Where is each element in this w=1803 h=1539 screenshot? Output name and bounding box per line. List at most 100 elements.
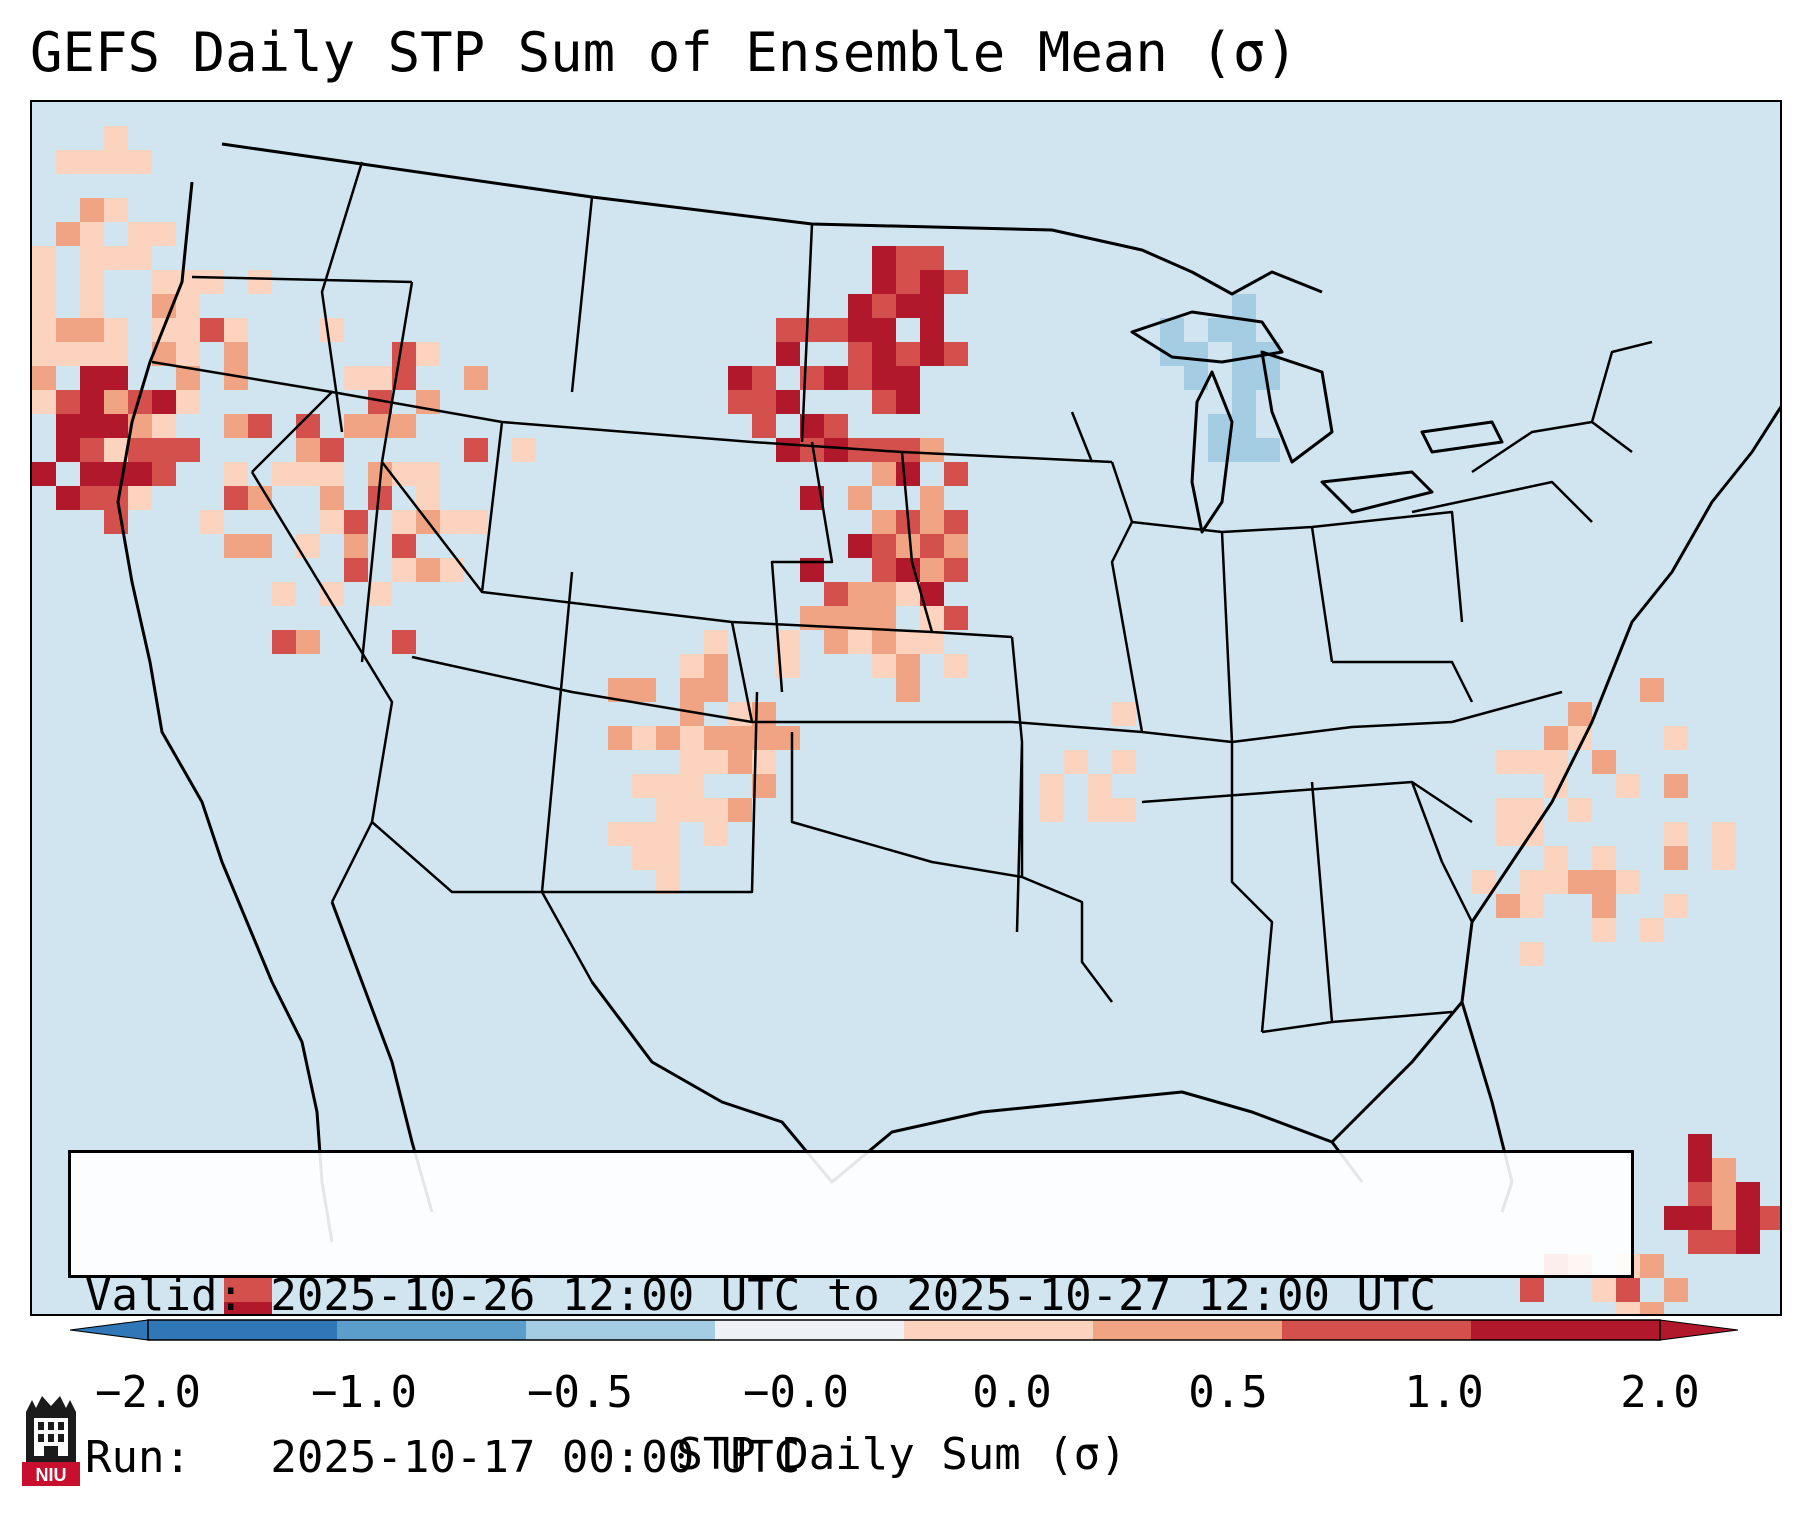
stp-cell <box>104 342 128 366</box>
stp-cell <box>848 630 872 654</box>
stp-cell <box>1496 750 1520 774</box>
stp-cell <box>896 582 920 606</box>
stp-cell <box>824 366 848 390</box>
colorbar-tick-label: 0.0 <box>972 1367 1052 1418</box>
stp-cell <box>344 558 368 582</box>
stp-cell <box>944 534 968 558</box>
stp-cell <box>872 606 896 630</box>
stp-cell <box>776 438 800 462</box>
stp-cell <box>848 366 872 390</box>
stp-cell <box>1760 1206 1780 1230</box>
stp-cell <box>824 438 848 462</box>
stp-cell <box>920 534 944 558</box>
stp-cell <box>1544 870 1568 894</box>
stp-cell <box>1520 1278 1544 1302</box>
colorbar-segment <box>1093 1320 1283 1340</box>
stp-cell <box>1208 318 1232 342</box>
stp-cell <box>440 558 464 582</box>
stp-cell <box>344 534 368 558</box>
stp-cell <box>104 438 128 462</box>
stp-cell <box>32 270 56 294</box>
stp-cell <box>1688 1134 1712 1158</box>
stp-cell <box>872 318 896 342</box>
stp-cell <box>56 318 80 342</box>
stp-cell <box>152 390 176 414</box>
stp-cell <box>1520 870 1544 894</box>
stp-cell <box>56 438 80 462</box>
stp-cell <box>632 678 656 702</box>
stp-cell <box>1568 702 1592 726</box>
stp-cell <box>512 438 536 462</box>
west-coast <box>116 181 274 983</box>
stp-cell <box>1664 894 1688 918</box>
mexico-borders <box>330 821 594 983</box>
valid-time-line: Valid: 2025-10-26 12:00 UTC to 2025-10-2… <box>85 1270 1437 1321</box>
stp-cell <box>320 438 344 462</box>
stp-cell <box>344 510 368 534</box>
stp-cell <box>272 630 296 654</box>
stp-cell <box>32 390 56 414</box>
stp-cell <box>392 558 416 582</box>
niu-university-logo-icon: NIU <box>22 1396 80 1486</box>
map-canvas <box>32 102 1780 1314</box>
stp-cell <box>248 414 272 438</box>
stp-cell <box>1592 918 1616 942</box>
stp-cell <box>80 462 104 486</box>
stp-cell <box>224 462 248 486</box>
stp-cell <box>800 318 824 342</box>
colorbar-tick-label: −0.0 <box>743 1367 849 1418</box>
stp-cell <box>32 318 56 342</box>
stp-cell <box>200 270 224 294</box>
stp-cell <box>896 294 920 318</box>
stp-cell <box>128 438 152 462</box>
stp-cell <box>1640 1302 1664 1314</box>
stp-cell <box>1664 1206 1688 1230</box>
stp-cell <box>296 462 320 486</box>
stp-cell <box>296 438 320 462</box>
stp-cell <box>680 798 704 822</box>
stp-cell <box>920 246 944 270</box>
stp-cell <box>392 534 416 558</box>
stp-cell <box>248 270 272 294</box>
stp-cell <box>752 366 776 390</box>
stp-cell <box>920 558 944 582</box>
stp-cell <box>392 510 416 534</box>
stp-cell <box>416 342 440 366</box>
stp-cell <box>872 510 896 534</box>
stp-cell <box>872 582 896 606</box>
stp-cell <box>1688 1158 1712 1182</box>
stp-cell <box>1640 678 1664 702</box>
stp-cell <box>1664 726 1688 750</box>
stp-cell <box>1712 1182 1736 1206</box>
lake-michigan <box>1190 370 1234 534</box>
colorbar-extend-high <box>1659 1319 1739 1341</box>
stp-cell <box>824 318 848 342</box>
stp-cell <box>1616 1302 1640 1314</box>
colorbar-segment <box>1282 1320 1472 1340</box>
stp-cell <box>1664 846 1688 870</box>
stp-cell <box>848 582 872 606</box>
stp-cell <box>80 246 104 270</box>
stp-cell <box>848 486 872 510</box>
stp-cell <box>1232 342 1256 366</box>
stp-cell <box>680 654 704 678</box>
stp-cell <box>32 294 56 318</box>
stp-cell <box>704 630 728 654</box>
stp-cell <box>776 390 800 414</box>
stp-cell <box>176 294 200 318</box>
stp-cell <box>776 318 800 342</box>
stp-cell <box>944 510 968 534</box>
stp-cell <box>104 126 128 150</box>
stp-cell <box>728 798 752 822</box>
stp-cell <box>128 246 152 270</box>
stp-cell <box>608 726 632 750</box>
stp-cell <box>680 678 704 702</box>
stp-cell <box>32 462 56 486</box>
stp-cell <box>656 870 680 894</box>
colorbar-segment <box>526 1320 716 1340</box>
stp-cell <box>80 414 104 438</box>
stp-cell <box>56 342 80 366</box>
stp-cell <box>416 462 440 486</box>
stp-cell <box>728 750 752 774</box>
stp-cell <box>848 606 872 630</box>
